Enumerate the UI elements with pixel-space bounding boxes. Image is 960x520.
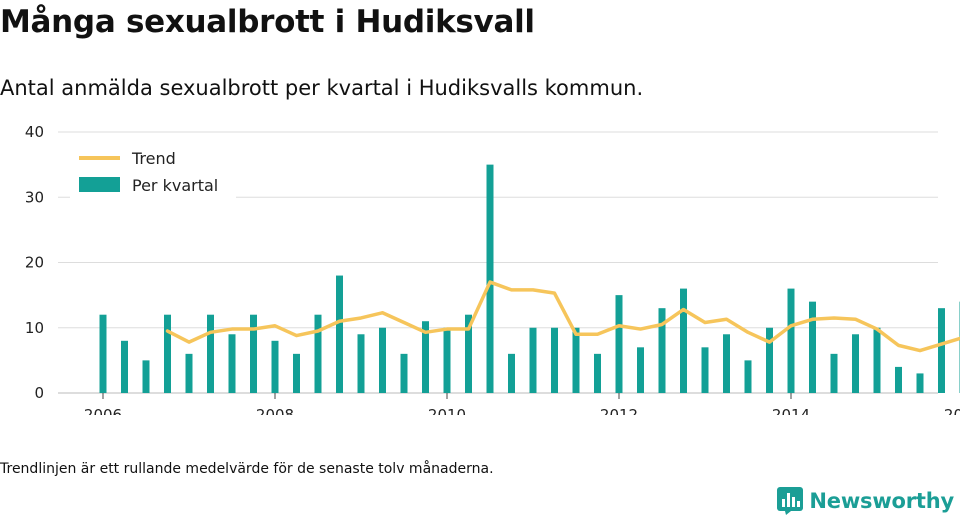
bar (121, 340, 128, 393)
bar (443, 327, 451, 393)
bar (142, 360, 150, 393)
bar (680, 288, 687, 393)
chart-subtitle: Antal anmälda sexualbrott per kvartal i … (0, 76, 644, 100)
x-tick-label: 2010 (428, 406, 466, 415)
bar (228, 334, 236, 393)
brand-name: Newsworthy (809, 489, 954, 513)
bar (400, 353, 408, 393)
bar (164, 314, 171, 393)
bar (465, 314, 472, 393)
y-tick-label: 20 (25, 254, 44, 272)
legend-label-trend: Trend (131, 149, 176, 168)
bar (938, 308, 945, 393)
bar (916, 373, 924, 393)
y-tick-label: 30 (25, 188, 44, 206)
bar (787, 288, 795, 393)
bar (766, 327, 773, 393)
bar (637, 347, 644, 393)
y-tick-label: 10 (25, 319, 44, 337)
x-tick-label: 2008 (256, 406, 294, 415)
bar (594, 353, 601, 393)
bar (422, 321, 429, 393)
bar (271, 340, 279, 393)
x-tick-label: 2006 (84, 406, 122, 415)
chart-title: Många sexualbrott i Hudiksvall (0, 4, 535, 40)
bar (336, 275, 343, 393)
bar (551, 327, 558, 393)
bar (830, 353, 838, 393)
bar (701, 347, 709, 393)
bar (852, 334, 859, 393)
bar (615, 295, 623, 393)
bar (379, 327, 386, 393)
bar-chart-logo-icon (777, 487, 804, 515)
bar (658, 308, 666, 393)
bar (207, 314, 214, 393)
bar (185, 353, 193, 393)
bar (895, 366, 902, 393)
x-tick-label: 2014 (772, 406, 810, 415)
bar (529, 327, 537, 393)
y-tick-label: 0 (34, 384, 44, 402)
bar (572, 327, 580, 393)
trend-line (165, 280, 960, 353)
legend-swatch-bars (79, 177, 120, 192)
legend-label-bars: Per kvartal (132, 176, 218, 195)
bar (314, 314, 322, 393)
bar-line-chart: 0102030402006200820102012201420162018202… (25, 123, 960, 415)
bar (357, 334, 365, 393)
bar (99, 314, 107, 393)
bar (293, 353, 300, 393)
x-tick-label: 2012 (600, 406, 638, 415)
bar (744, 360, 752, 393)
bar (723, 334, 730, 393)
bar (809, 301, 816, 393)
bar (508, 353, 515, 393)
bar (873, 327, 881, 393)
brand-logo[interactable]: Newsworthy (777, 487, 954, 515)
bar (250, 314, 257, 393)
bar (486, 164, 494, 393)
footnote: Trendlinjen är ett rullande medelvärde f… (0, 461, 494, 477)
y-tick-label: 40 (25, 123, 44, 141)
x-tick-label: 2016 (944, 406, 960, 415)
